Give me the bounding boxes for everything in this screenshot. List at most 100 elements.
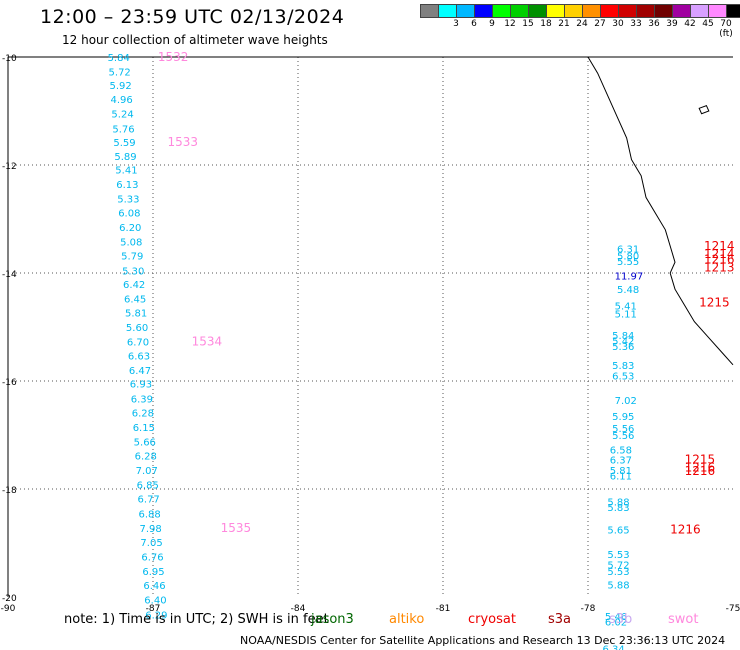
legend-label: 21 (558, 19, 570, 29)
swh-value-west-track: 5.84 (108, 53, 130, 64)
wave-height-legend: 3 6 9 12 15 18 21 24 27 30 33 36 39 42 45 70 (ft) (420, 4, 740, 39)
longitude-tick-label: -90 (1, 604, 16, 614)
swh-value-west-track: 5.72 (109, 68, 131, 79)
pass-time-label: 1535 (221, 521, 252, 535)
legend-label: 9 (489, 19, 495, 29)
latitude-tick-label: -16 (2, 378, 17, 388)
swh-value-east-track: 7.02 (615, 396, 637, 407)
swh-value-west-track: 6.70 (127, 338, 149, 349)
legend-swatches (420, 4, 740, 18)
legend-label: 36 (648, 19, 660, 29)
mission-altiko: altiko (389, 612, 425, 627)
swh-value-east-track: 5.72 (607, 561, 629, 572)
longitude-tick-label: -87 (146, 604, 161, 614)
pass-time-label: 1216 (670, 523, 701, 537)
swh-value-west-track: 6.13 (116, 180, 138, 191)
latitude-tick-label: -12 (2, 162, 17, 172)
legend-label: 15 (522, 19, 534, 29)
pass-time-label: 1532 (158, 50, 189, 64)
swh-value-west-track: 6.20 (119, 223, 141, 234)
swh-value-west-track: 6.28 (132, 408, 154, 419)
swh-value-east-track: 5.88 (607, 581, 629, 592)
swh-value-east-track: 5.81 (610, 466, 632, 477)
coastline (587, 56, 734, 366)
pass-time-label: 1214 (704, 247, 735, 261)
swh-value-west-track: 5.33 (117, 194, 139, 205)
swh-value-east-track: 6.53 (612, 372, 634, 383)
legend-label: 30 (612, 19, 624, 29)
swh-value-east-track: 5.53 (607, 567, 629, 578)
legend-label: 6 (471, 19, 477, 29)
swh-value-west-track: 5.89 (114, 152, 136, 163)
swh-value-west-track: 7.05 (140, 538, 162, 549)
latitude-tick-label: -20 (2, 594, 17, 604)
swh-value-east-track: 5.88 (607, 497, 629, 508)
longitude-tick-label: -75 (726, 604, 740, 614)
swh-value-east-track: 5.65 (607, 526, 629, 537)
swh-value-east-track: 5.83 (612, 361, 634, 372)
longitude-tick-label: -84 (291, 604, 306, 614)
swh-value-east-track: 5.80 (617, 252, 639, 263)
swh-value-west-track: 6.47 (129, 366, 151, 377)
swh-value-west-track: 4.96 (110, 95, 132, 106)
swh-value-west-track: 5.24 (111, 110, 133, 121)
legend-label: 45 (702, 19, 714, 29)
swh-value-east-track: 5.48 (617, 285, 639, 296)
swh-value-east-track: 5.36 (612, 342, 634, 353)
mission-swot: swot (668, 612, 699, 627)
pass-time-label: 1216 (704, 253, 735, 267)
swh-value-west-track: 6.15 (133, 423, 155, 434)
page-subtitle: 12 hour collection of altimeter wave hei… (62, 33, 328, 47)
swh-value-west-track: 5.81 (125, 308, 147, 319)
latitude-tick-label: -18 (2, 486, 17, 496)
swh-value-west-track: 7.98 (139, 524, 161, 535)
swh-value-east-track: 5.46 (605, 612, 627, 623)
swh-value-east-track: 5.95 (612, 412, 634, 423)
legend-label: 39 (666, 19, 678, 29)
swh-value-east-track: 6.11 (610, 472, 632, 483)
longitude-tick-label: -81 (436, 604, 451, 614)
legend-labels: 3 6 9 12 15 18 21 24 27 30 33 36 39 42 45 70 (ft) (420, 18, 733, 39)
swh-value-east-track: 6.58 (610, 446, 632, 457)
swh-value-east-track: 11.97 (615, 272, 644, 283)
swh-value-west-track: 6.77 (138, 495, 160, 506)
swh-value-west-track: 6.76 (141, 553, 163, 564)
swh-value-west-track: 5.30 (122, 266, 144, 277)
legend-label: 12 (504, 19, 516, 29)
latitude-tick-label: -14 (2, 270, 17, 280)
pass-time-label: 1214 (704, 239, 735, 253)
swh-value-east-track: 6.02 (605, 617, 627, 628)
pass-time-label: 1215 (685, 452, 716, 466)
swh-value-west-track: 5.08 (120, 238, 142, 249)
pass-time-label: 1213 (704, 261, 735, 275)
swh-value-east-track: 5.83 (607, 503, 629, 514)
credits: NOAA/NESDIS Center for Satellite Applica… (240, 634, 726, 647)
lake-outline (698, 104, 710, 115)
swh-value-west-track: 6.08 (118, 209, 140, 220)
swh-value-west-track: 5.76 (112, 124, 134, 135)
footnote: note: 1) Time is in UTC; 2) SWH is in fe… (64, 612, 329, 627)
latitude-tick-label: -10 (2, 54, 17, 64)
swh-value-east-track: 5.53 (607, 550, 629, 561)
swh-value-west-track: 7.07 (136, 466, 158, 477)
mission-s3a: s3a (548, 612, 572, 627)
legend-swatch (726, 4, 740, 18)
swh-value-west-track: 6.46 (143, 581, 165, 592)
swh-value-east-track: 5.84 (612, 331, 634, 342)
pass-time-label: 1533 (168, 135, 199, 149)
swh-value-west-track: 6.45 (124, 294, 146, 305)
swh-value-east-track: 5.41 (615, 301, 637, 312)
swh-value-east-track: 5.56 (612, 424, 634, 435)
pass-time-label: 1216 (685, 460, 716, 474)
pass-time-label: 1534 (192, 335, 223, 349)
swh-value-west-track: 5.66 (134, 437, 156, 448)
swh-value-west-track: 6.95 (142, 567, 164, 578)
swh-value-west-track: 5.60 (126, 323, 148, 334)
swh-value-west-track: 6.42 (123, 280, 145, 291)
mission-jason3: jason3 (311, 612, 354, 627)
swh-value-east-track: 5.42 (612, 337, 634, 348)
longitude-tick-label: -78 (581, 604, 596, 614)
swh-value-east-track: 5.11 (615, 310, 637, 321)
pass-time-label: 1215 (699, 296, 730, 310)
